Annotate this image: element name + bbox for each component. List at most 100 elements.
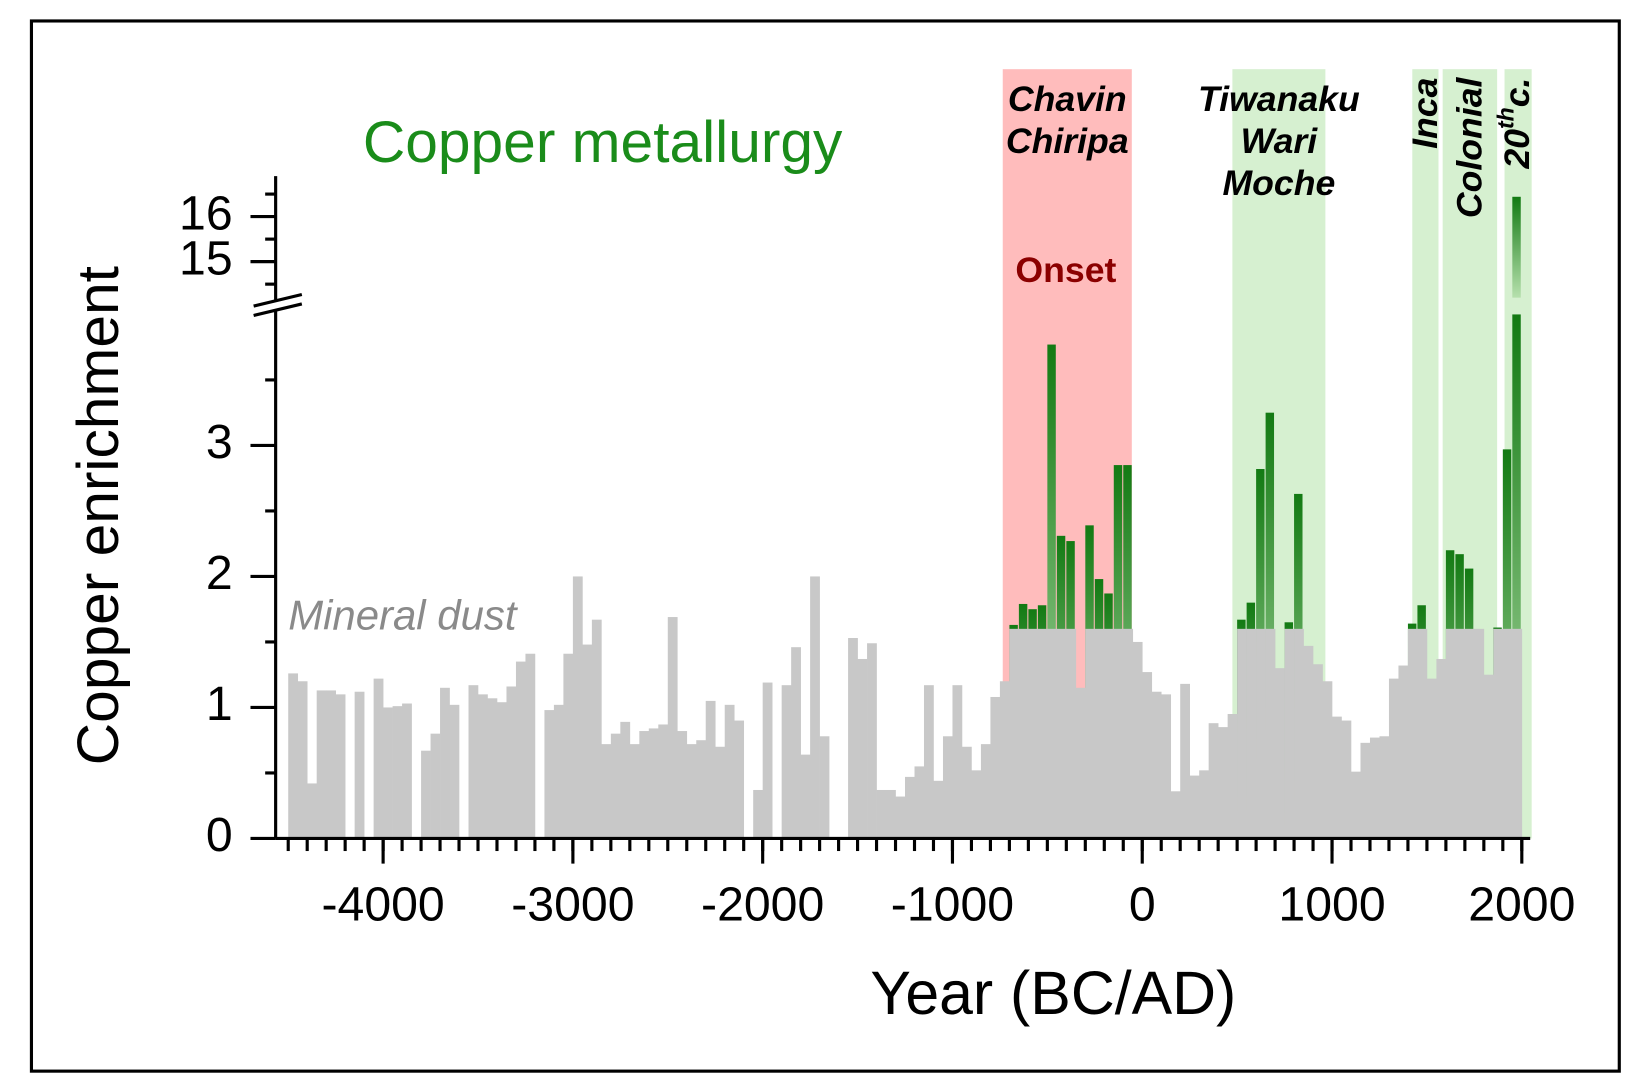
- dust-bar: [591, 619, 602, 839]
- dust-bar: [1455, 628, 1466, 839]
- dust-bar: [800, 754, 811, 839]
- dust-bar: [1009, 628, 1020, 839]
- dust-bar: [1388, 678, 1399, 839]
- dust-bar: [1445, 628, 1456, 839]
- axis-break: [253, 302, 303, 318]
- copper-bar: [1047, 344, 1056, 839]
- dust-bar: [525, 653, 536, 839]
- dust-bar: [478, 694, 488, 839]
- dust-bar: [734, 720, 745, 839]
- y-tick-label: 16: [179, 186, 233, 240]
- dust-bar: [857, 658, 868, 839]
- dust-bar: [1417, 628, 1428, 839]
- dust-bar: [810, 576, 820, 839]
- dust-bar: [1464, 628, 1475, 839]
- dust-bar: [971, 770, 982, 839]
- dust-bar: [297, 681, 308, 839]
- dust-bar: [724, 704, 735, 839]
- dust-bar: [1104, 628, 1115, 839]
- dust-bar: [1275, 668, 1285, 839]
- dust-bar: [895, 796, 906, 839]
- dust-bar: [620, 721, 631, 839]
- dust-bar: [1037, 628, 1048, 839]
- dust-bar: [886, 789, 896, 839]
- period-label-part: c.: [1498, 78, 1538, 108]
- dust-bar: [1151, 691, 1162, 839]
- dust-bar: [440, 687, 450, 839]
- period-label-part: 20: [1498, 129, 1538, 170]
- period-label: Chavin: [1008, 79, 1127, 119]
- dust-bar: [1161, 694, 1172, 839]
- dust-bar: [848, 638, 858, 839]
- dust-bar: [1056, 628, 1067, 839]
- dust-bar: [933, 780, 944, 839]
- dust-bar: [307, 783, 318, 839]
- dust-bar: [705, 700, 716, 839]
- dust-bar: [1075, 687, 1086, 839]
- dust-bar: [677, 731, 688, 839]
- dust-bar: [1199, 770, 1209, 839]
- dust-bar: [629, 744, 640, 839]
- dust-bar: [553, 704, 564, 839]
- y-tick-label: 3: [206, 415, 233, 469]
- dust-bar: [563, 653, 574, 839]
- period-label: Chiripa: [1006, 121, 1129, 161]
- dust-bar: [1208, 723, 1219, 839]
- dust-bar: [601, 744, 612, 839]
- dust-bar: [610, 733, 621, 839]
- copper-bar: [1265, 412, 1275, 839]
- period-label: Colonial: [1449, 76, 1489, 218]
- dust-bar: [648, 728, 659, 839]
- x-tick-label: -2000: [701, 877, 824, 931]
- dust-bar: [715, 746, 726, 839]
- dust-bar: [449, 704, 460, 839]
- period-label: Wari: [1241, 121, 1319, 161]
- dust-bar: [1369, 737, 1380, 839]
- dust-bar: [572, 576, 583, 839]
- dust-bar: [1512, 628, 1523, 839]
- dust-bar: [1407, 628, 1418, 839]
- dust-bar: [1047, 628, 1058, 839]
- dust-bar: [1398, 665, 1409, 839]
- dust-bar: [1085, 628, 1096, 839]
- y-tick-label: 2: [206, 546, 233, 600]
- dust-bar: [658, 724, 669, 839]
- dust-bar: [781, 685, 792, 839]
- dust-bar: [1284, 628, 1295, 839]
- dust-bar: [696, 740, 707, 839]
- dust-bar: [1237, 628, 1247, 839]
- dust-bar: [667, 617, 678, 839]
- dust-bar: [1351, 771, 1361, 839]
- dust-bar: [582, 644, 593, 839]
- dust-bar: [1313, 664, 1323, 839]
- dust-bar: [1483, 674, 1494, 839]
- y-tick-label: 1: [206, 677, 233, 731]
- x-tick-label: 2000: [1468, 877, 1575, 931]
- dust-bar: [1294, 628, 1304, 839]
- dust-bar: [506, 686, 517, 839]
- dust-bar: [791, 647, 801, 839]
- dust-bar: [335, 694, 346, 839]
- dust-bar: [1142, 672, 1153, 839]
- dust-bar: [762, 682, 773, 839]
- dust-bar: [1227, 714, 1238, 839]
- dust-bar: [914, 766, 925, 839]
- dust-bar: [1360, 742, 1371, 839]
- dust-bar: [402, 703, 412, 839]
- dust-bar: [753, 789, 763, 839]
- dust-bar: [905, 776, 915, 839]
- copper-bar-upper: [1512, 196, 1521, 298]
- dust-bar: [373, 678, 384, 839]
- x-axis-label: Year (BC/AD): [870, 959, 1236, 1027]
- bar-layer: [288, 196, 1523, 839]
- dust-bar: [999, 681, 1010, 839]
- dust-bar: [1170, 791, 1181, 839]
- x-tick-label: 1000: [1278, 877, 1385, 931]
- dust-bar: [819, 736, 830, 839]
- copper-bar: [1512, 314, 1521, 839]
- dust-label: Mineral dust: [288, 591, 519, 638]
- dust-bar: [316, 690, 327, 839]
